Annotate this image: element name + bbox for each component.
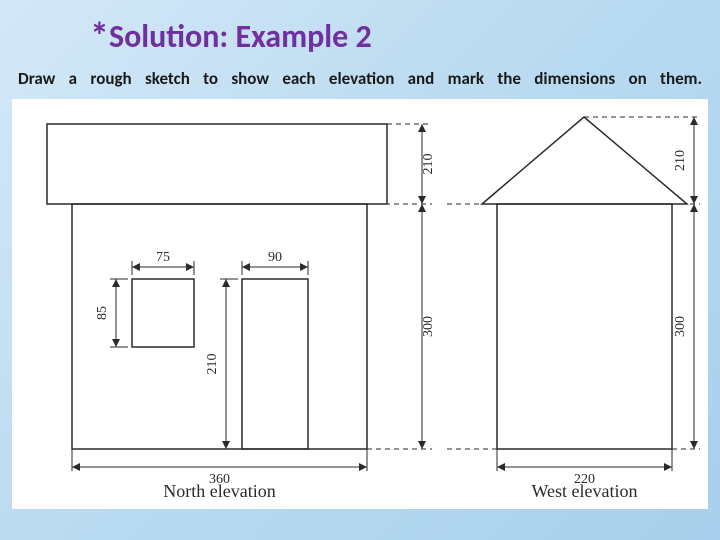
svg-text:75: 75 <box>156 250 170 265</box>
subtitle-text: Draw a rough sketch to show each elevati… <box>0 68 720 99</box>
svg-text:210: 210 <box>673 150 688 171</box>
svg-text:210: 210 <box>205 354 220 375</box>
svg-text:West elevation: West elevation <box>531 481 637 501</box>
elevation-diagram: 360758590210210300North elevation2103002… <box>12 99 708 509</box>
svg-text:300: 300 <box>673 316 688 337</box>
svg-text:90: 90 <box>268 250 282 265</box>
svg-text:210: 210 <box>421 154 436 175</box>
svg-text:300: 300 <box>421 316 436 337</box>
svg-text:North elevation: North elevation <box>163 481 275 501</box>
title-asterisk: * <box>90 14 109 60</box>
page-title: *Solution: Example 2 <box>0 0 720 68</box>
svg-text:85: 85 <box>95 306 110 320</box>
title-text: Solution: Example 2 <box>109 17 372 56</box>
